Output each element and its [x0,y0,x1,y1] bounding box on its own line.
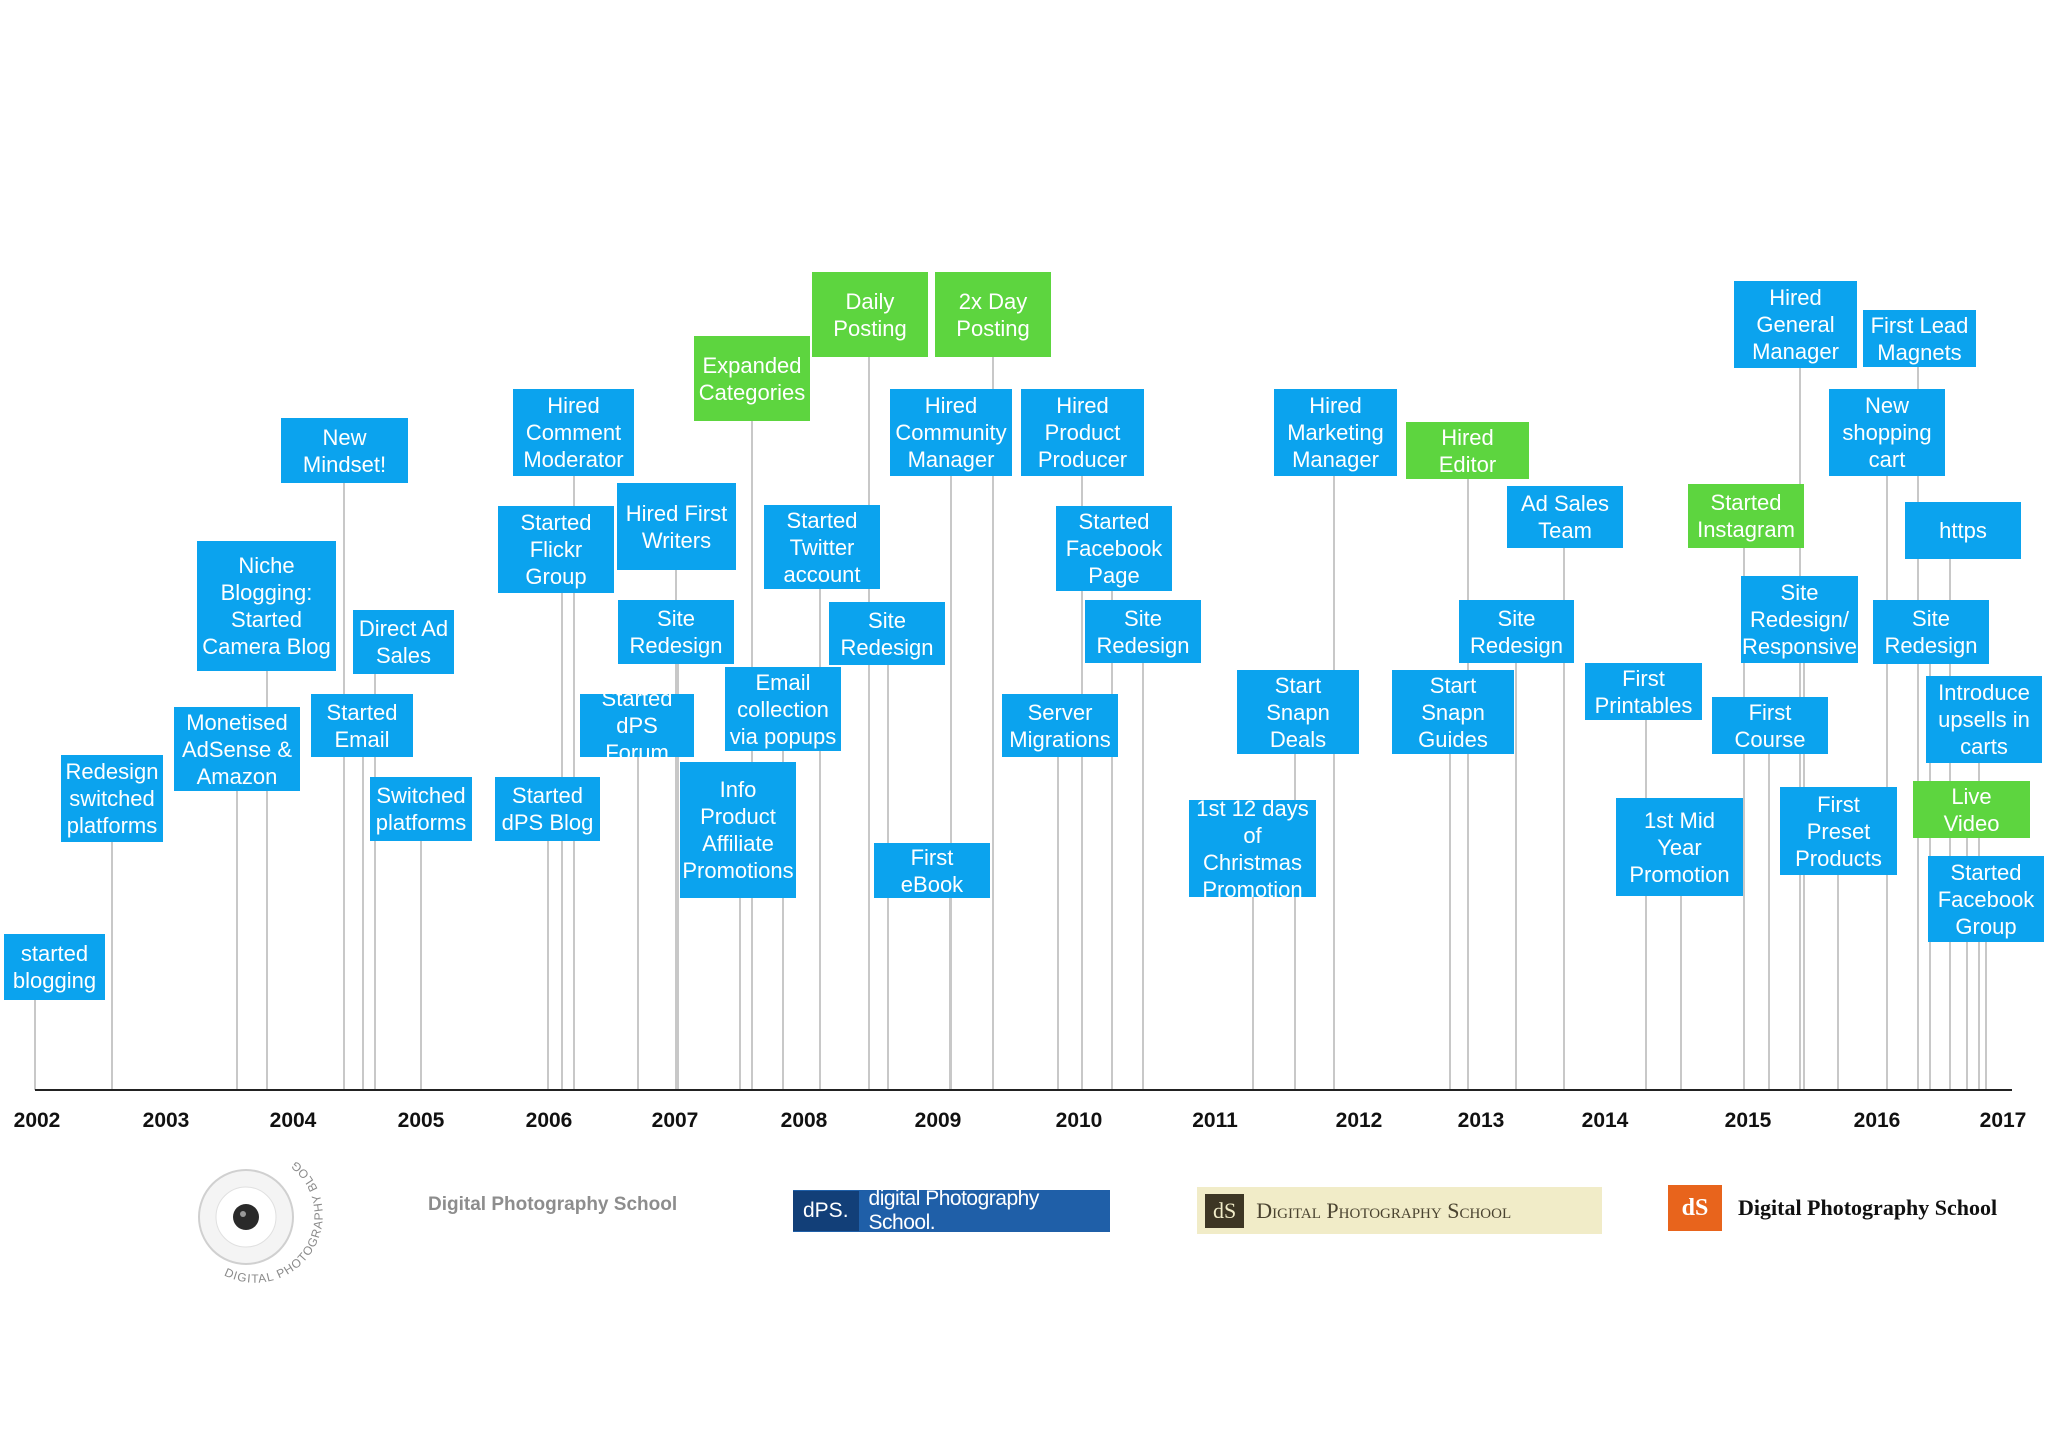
event-box: Email collection via popups [725,667,841,751]
year-label: 2017 [1979,1109,2027,1132]
year-label: 2014 [1581,1109,1629,1132]
event-box: Hired Marketing Manager [1274,389,1397,476]
event-box: Daily Posting [812,272,928,357]
logo-dps-2008: dPS. digital Photography School. [793,1187,1110,1234]
year-label: 2006 [525,1109,573,1132]
event-box: First Lead Magnets [1863,310,1976,367]
logo-dps-mark: dPS. [793,1191,859,1231]
logo-dps-2016: dS Digital Photography School [1668,1185,1997,1231]
year-label: 2009 [914,1109,962,1132]
event-box: Started Facebook Page [1056,506,1172,591]
event-box: started blogging [4,934,105,1000]
event-box: First eBook [874,843,990,898]
event-box: Switched platforms [370,777,472,841]
year-label: 2002 [13,1109,61,1132]
event-box: Started Facebook Group [1928,856,2044,942]
event-box: Niche Blogging: Started Camera Blog [197,541,336,671]
event-box: First Course [1712,697,1828,754]
event-box: Site Redesign [618,600,734,664]
event-box: Started Instagram [1688,484,1804,548]
event-box: Hired Community Manager [890,389,1012,476]
event-box: Site Redesign [1459,600,1574,663]
logo-dps-text: digital Photography School. [868,1187,1040,1234]
event-box: 1st 12 days of Christmas Promotion [1189,796,1316,902]
logo-dps-2012: dS Digital Photography School [1197,1187,1602,1234]
event-box: Ad Sales Team [1507,486,1623,548]
year-label: 2015 [1724,1109,1772,1132]
event-box: Introduce upsells in carts [1926,676,2042,763]
event-box: 1st Mid Year Promotion [1616,798,1743,896]
event-box: Direct Ad Sales [353,610,454,674]
event-box: Started Twitter account [764,505,880,589]
event-box: Start Snapn Deals [1237,670,1359,754]
logo-ds-orange-text: Digital Photography School [1738,1195,1998,1220]
year-label: 2011 [1192,1109,1238,1132]
connector-lines [34,357,1987,1090]
event-box: https [1905,502,2021,559]
event-box: First Preset Products [1780,787,1897,875]
logo-digital-photography-blog: DIGITAL PHOTOGRAPHY BLOG [190,1145,325,1295]
year-label: 2004 [269,1109,317,1132]
year-label: 2007 [651,1109,699,1132]
event-box: Started dPS Forum [580,686,694,765]
event-box: Started Flickr Group [498,506,614,593]
event-box: Monetised AdSense & Amazon [174,707,300,791]
year-label: 2016 [1853,1109,1901,1132]
event-box: 2x Day Posting [935,272,1051,357]
event-box: Site Redesign/ Responsive [1741,576,1858,663]
logo-dps-2006: Digital Photography School [428,1194,678,1215]
event-box: Redesign switched platforms [61,755,163,842]
event-box: Started Email [311,694,413,757]
event-box: Live Video [1913,781,2030,838]
event-box: Hired Editor [1406,422,1529,479]
event-box: Site Redesign [1085,600,1201,663]
event-box: Hired Comment Moderator [513,389,634,476]
year-label: 2005 [397,1109,445,1132]
event-box: Hired First Writers [617,483,736,570]
logo-ds-orange-mark: dS [1668,1185,1722,1231]
event-box: First Printables [1585,663,1702,720]
event-box: New shopping cart [1829,389,1945,476]
event-box: New Mindset! [281,418,408,483]
year-label: 2008 [780,1109,828,1132]
year-label: 2012 [1335,1109,1383,1132]
camera-lens-icon [233,1204,259,1230]
event-box: Start Snapn Guides [1392,670,1514,754]
event-box: Site Redesign [1873,600,1989,664]
year-label: 2010 [1055,1109,1103,1132]
event-box: Site Redesign [829,602,945,665]
event-box: Hired General Manager [1734,281,1857,368]
event-box: Info Product Affiliate Promotions [680,762,796,898]
event-box: Started dPS Blog [495,777,600,841]
year-label: 2003 [142,1109,190,1132]
event-box: Hired Product Producer [1021,389,1144,476]
event-box: Expanded Categories [694,336,810,421]
year-label: 2013 [1457,1109,1505,1132]
logo-ds-mark: dS [1205,1193,1245,1228]
logo-ds-text: Digital Photography School [1256,1197,1512,1223]
event-box: Server Migrations [1002,694,1118,757]
